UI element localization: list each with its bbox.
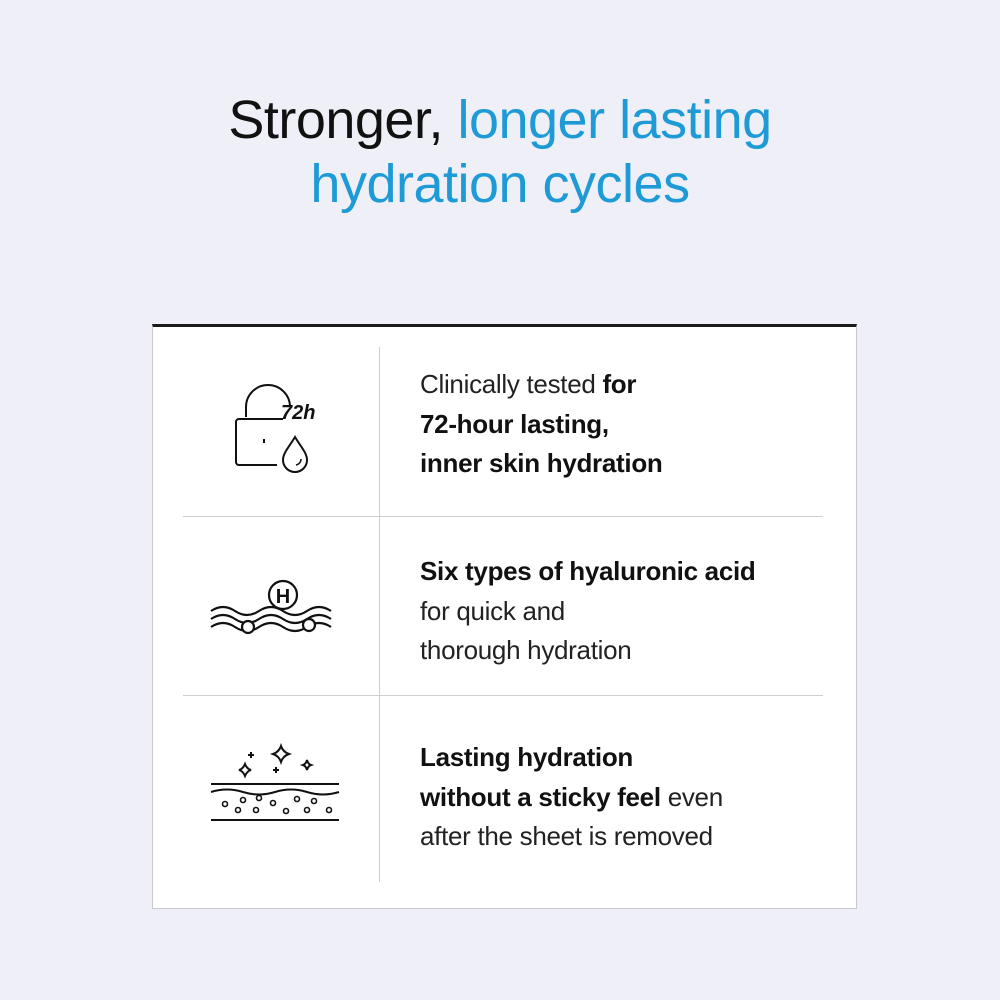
- text-normal: after the sheet is removed: [420, 821, 713, 851]
- headline-part1: Stronger,: [228, 90, 458, 150]
- feature-row-72h: 72h Clinically tested for 72-hour lastin…: [153, 347, 858, 517]
- text-normal: thorough hydration: [420, 635, 632, 665]
- headline: Stronger, longer lasting hydration cycle…: [0, 88, 1000, 216]
- feature-row-no-sticky: Lasting hydration without a sticky feel …: [153, 712, 858, 882]
- headline-part2: longer lasting: [457, 90, 772, 150]
- row-divider: [183, 516, 823, 517]
- text-bold: without a sticky feel: [420, 781, 661, 812]
- row-divider: [183, 695, 823, 696]
- feature-text: Six types of hyaluronic acid for quick a…: [420, 552, 756, 671]
- text-bold: Six types of hyaluronic acid: [420, 556, 756, 586]
- text-normal: Clinically tested: [420, 369, 603, 399]
- text-normal: even: [660, 781, 723, 812]
- text-bold: 72-hour lasting,: [420, 408, 609, 439]
- text-bold: inner skin hydration: [420, 448, 663, 478]
- lock-72h-droplet-icon: 72h: [235, 384, 315, 473]
- feature-row-hyaluronic: H Six types of hyaluronic acid for quick…: [153, 527, 858, 697]
- headline-line2: hydration cycles: [310, 154, 690, 214]
- feature-text: Clinically tested for 72-hour lasting, i…: [420, 365, 663, 484]
- text-normal: for quick and: [420, 595, 565, 626]
- vertical-divider: [379, 347, 380, 882]
- text-bold: for: [602, 369, 637, 399]
- feature-text: Lasting hydration without a sticky feel …: [420, 738, 723, 857]
- hyaluronic-waves-icon: H: [210, 579, 332, 635]
- feature-card: 72h Clinically tested for 72-hour lastin…: [152, 324, 857, 909]
- text-bold: Lasting hydration: [420, 742, 634, 772]
- svg-text:72h: 72h: [281, 402, 315, 424]
- svg-text:H: H: [276, 586, 290, 608]
- skin-layer-sparkle-icon: [210, 742, 340, 821]
